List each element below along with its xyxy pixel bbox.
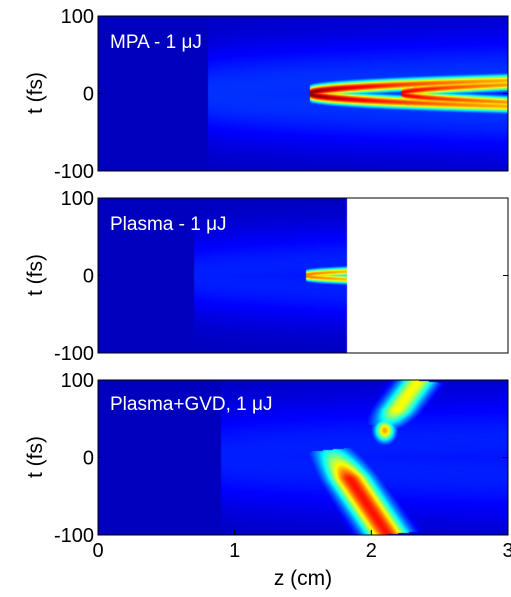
y-tick-label: 100 — [61, 188, 94, 210]
x-tick-label: 0 — [92, 540, 103, 562]
y-axis-title: t (fs) — [24, 436, 47, 478]
y-ticks: 100 0 -100 — [54, 370, 508, 547]
y-tick-label: 100 — [61, 6, 94, 28]
y-axis-title: t (fs) — [24, 254, 47, 296]
x-tick-label: 3 — [502, 540, 511, 562]
panel-label-plasma-gvd: Plasma+GVD, 1 μJ — [110, 394, 272, 415]
y-tick-label: 0 — [83, 448, 94, 470]
y-tick-label: -100 — [54, 525, 94, 547]
panel-mpa: MPA - 1 μJ t (fs) 100 0 -100 — [24, 6, 509, 183]
y-tick-label: 0 — [83, 84, 94, 106]
y-axis-title: t (fs) — [24, 72, 47, 114]
x-axis-title: z (cm) — [274, 567, 332, 590]
heatmap-canvas-plasma — [98, 198, 508, 353]
y-ticks: 100 0 -100 — [54, 6, 508, 183]
y-ticks: 100 0 -100 — [54, 188, 508, 365]
y-tick-label: 100 — [61, 370, 94, 392]
x-tick-label: 1 — [229, 540, 240, 562]
y-tick-label: -100 — [54, 161, 94, 183]
panel-label-plasma: Plasma - 1 μJ — [110, 214, 227, 235]
heatmap-canvas-mpa — [98, 16, 508, 171]
panel-label-mpa: MPA - 1 μJ — [110, 32, 202, 53]
heatmap-canvas-plasma-gvd — [98, 380, 508, 535]
x-tick-label: 2 — [366, 540, 377, 562]
y-tick-label: -100 — [54, 343, 94, 365]
panel-plasma: Plasma - 1 μJ t (fs) 100 0 -100 — [24, 188, 509, 365]
x-ticks: 0 1 2 3 — [92, 530, 511, 562]
y-tick-label: 0 — [83, 266, 94, 288]
